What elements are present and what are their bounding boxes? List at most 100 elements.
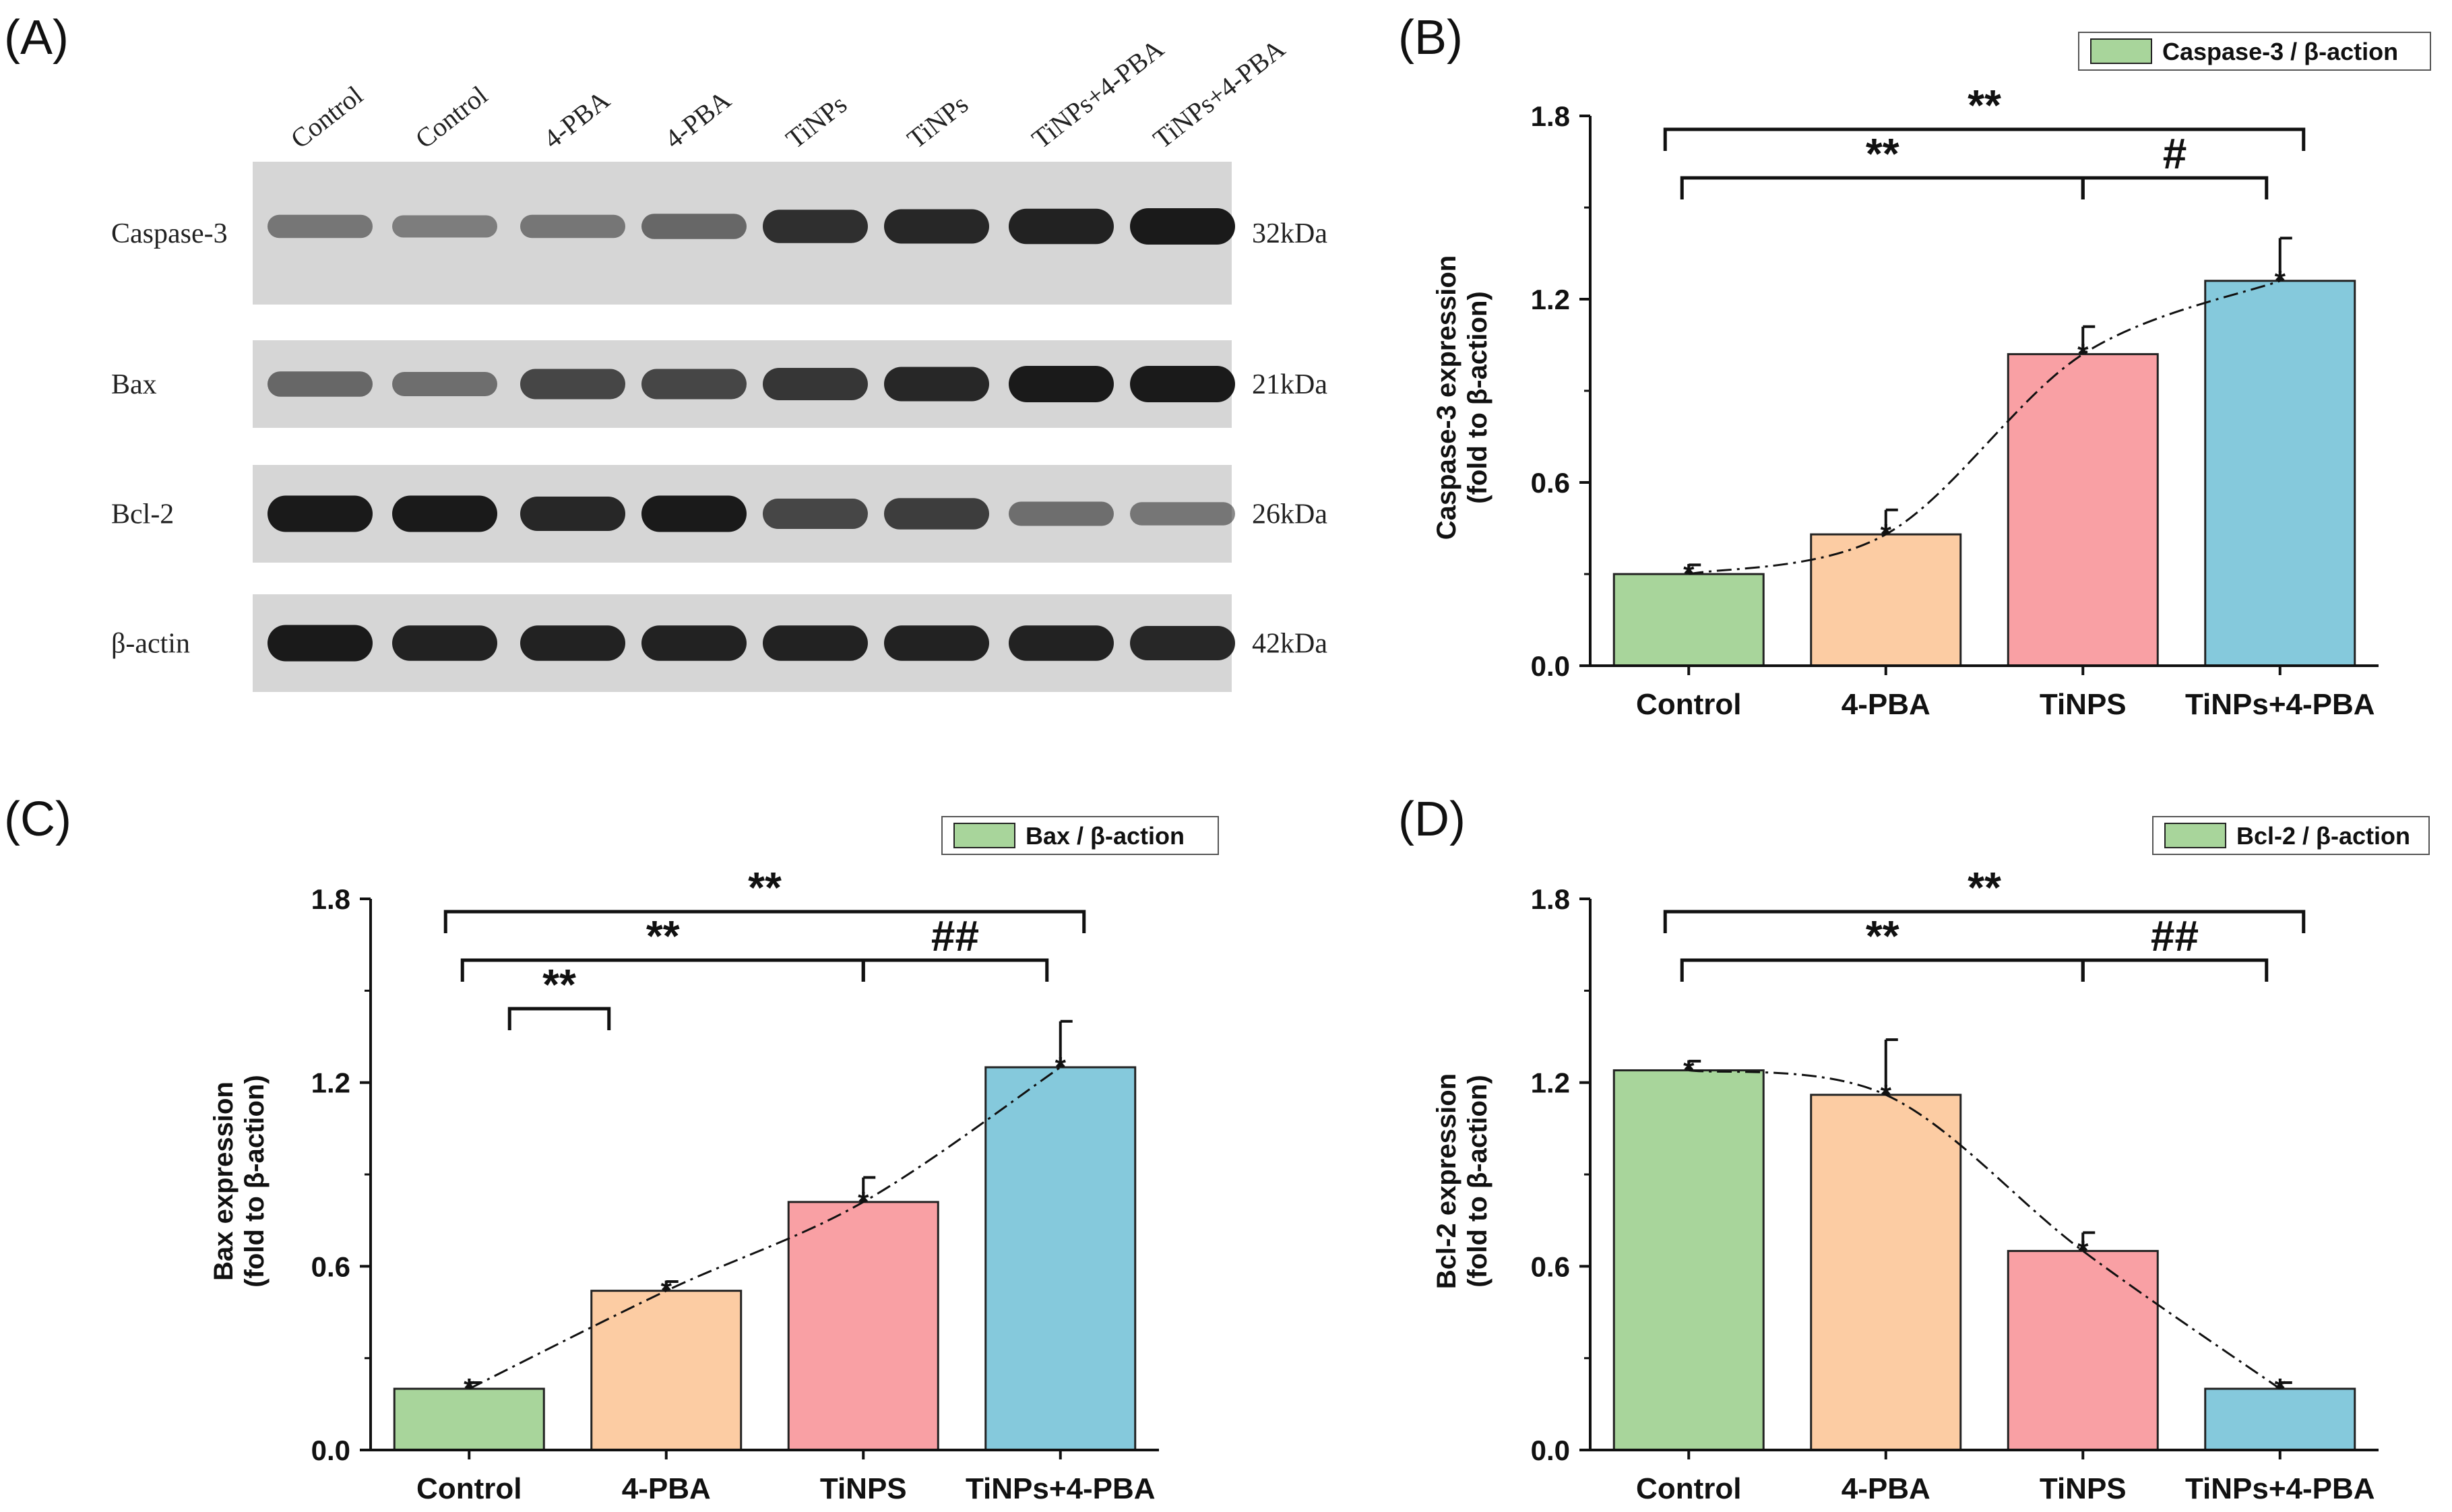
trend-line xyxy=(1689,1069,2281,1390)
blot-band xyxy=(884,625,989,661)
y-axis-title-line1: Bax expression xyxy=(209,1081,239,1281)
lane-label: TiNPs+4-PBA xyxy=(1148,33,1291,154)
y-tick-label: 1.8 xyxy=(311,883,350,915)
significance-mark: # xyxy=(2163,129,2187,178)
trend-point-marker: * xyxy=(1055,1051,1067,1083)
y-tick-label: 0.6 xyxy=(311,1251,350,1282)
significance-bracket xyxy=(861,958,1049,982)
blot-band xyxy=(520,214,625,239)
lane-label: TiNPs xyxy=(902,89,974,155)
blot-band xyxy=(641,495,747,532)
blot-band xyxy=(392,625,497,661)
blot-band xyxy=(520,625,625,661)
x-tick-label: TiNPs+4-PBA xyxy=(2185,1472,2375,1505)
blot-size-label: 26kDa xyxy=(1252,499,1327,530)
significance-bracket xyxy=(1680,176,2085,199)
y-tick-label: 0.6 xyxy=(1531,1251,1570,1282)
blot-band xyxy=(1009,208,1114,245)
y-axis-title-line2: (fold to β-action) xyxy=(240,1075,270,1287)
blot-size-label: 21kDa xyxy=(1252,369,1327,400)
blot-band xyxy=(268,625,373,662)
bar xyxy=(2007,1250,2159,1451)
bar xyxy=(2204,280,2356,667)
blot-band xyxy=(763,499,868,529)
blot-size-label: 32kDa xyxy=(1252,218,1327,249)
significance-bracket xyxy=(507,1007,611,1030)
blot-band xyxy=(641,214,747,239)
y-tick-label: 0.0 xyxy=(311,1435,350,1466)
blot-band xyxy=(392,495,497,532)
lane-label: Control xyxy=(285,80,369,154)
blot-band xyxy=(884,498,989,530)
blot-band xyxy=(268,214,373,239)
panel-label: (B) xyxy=(1398,11,1463,65)
trend-point-marker: * xyxy=(2077,1235,2089,1267)
y-axis-title-line1: Bcl-2 expression xyxy=(1432,1073,1461,1289)
blot-band xyxy=(392,372,497,396)
blot-band xyxy=(763,368,868,400)
trend-line xyxy=(1688,280,2281,575)
lane-label: 4-PBA xyxy=(659,84,736,154)
trend-point-marker: * xyxy=(1683,1054,1695,1085)
blot-band xyxy=(884,209,989,244)
bar xyxy=(590,1290,743,1451)
x-tick-label: TiNPs+4-PBA xyxy=(966,1472,1156,1505)
bar xyxy=(2007,353,2159,667)
y-tick-label: 1.8 xyxy=(1531,100,1570,132)
significance-mark: ** xyxy=(748,863,782,912)
blot-protein-label: Caspase-3 xyxy=(111,218,228,249)
blot-band xyxy=(1130,502,1235,526)
blot-band xyxy=(763,625,868,661)
significance-mark: ** xyxy=(542,960,576,1009)
y-tick-label: 0.6 xyxy=(1531,467,1570,499)
trend-point-marker: * xyxy=(1683,558,1695,590)
legend-swatch xyxy=(2164,823,2226,848)
legend-swatch xyxy=(2090,38,2152,64)
blot-band xyxy=(1009,501,1114,526)
y-axis-title-line1: Caspase-3 expression xyxy=(1432,255,1461,540)
blot-band xyxy=(1130,366,1235,402)
panel-label: (C) xyxy=(4,792,71,846)
blot-band xyxy=(520,369,625,400)
y-axis-title-line2: (fold to β-action) xyxy=(1463,291,1492,503)
x-tick-label: TiNPS xyxy=(2040,1472,2127,1505)
bar xyxy=(1612,573,1765,667)
blot-protein-label: Bax xyxy=(111,369,157,400)
blot-band xyxy=(884,367,989,402)
significance-mark: ## xyxy=(931,912,979,960)
y-tick-label: 1.8 xyxy=(1531,883,1570,915)
blot-band xyxy=(1130,208,1235,245)
panel-label: (D) xyxy=(1398,792,1466,846)
significance-bracket xyxy=(1663,910,2306,933)
y-tick-label: 1.2 xyxy=(1531,1067,1570,1099)
x-tick-label: 4-PBA xyxy=(1842,1472,1930,1505)
significance-bracket xyxy=(443,910,1086,933)
blot-protein-label: Bcl-2 xyxy=(111,499,174,530)
x-tick-label: Control xyxy=(1636,688,1741,721)
significance-bracket xyxy=(1663,127,2306,151)
blot-band xyxy=(641,625,747,661)
significance-mark: ** xyxy=(1866,912,1899,960)
blot-band xyxy=(1009,366,1114,402)
blot-band xyxy=(520,497,625,531)
lane-label: Control xyxy=(410,80,493,154)
significance-mark: ** xyxy=(1866,129,1899,178)
significance-bracket xyxy=(1680,958,2085,982)
bar xyxy=(393,1387,545,1451)
trend-point-marker: * xyxy=(858,1186,869,1218)
x-tick-label: 4-PBA xyxy=(1842,688,1930,721)
legend-label: Bcl-2 / β-action xyxy=(2236,822,2410,850)
blot-protein-label: β-actin xyxy=(111,629,190,660)
legend-label: Caspase-3 / β-action xyxy=(2162,38,2398,65)
lane-label: TiNPs xyxy=(780,89,852,155)
x-tick-label: TiNPS xyxy=(2040,688,2127,721)
bar xyxy=(1612,1069,1765,1451)
blot-band xyxy=(392,215,497,238)
significance-mark: ** xyxy=(646,912,680,960)
blot-band xyxy=(641,369,747,400)
trend-point-marker: * xyxy=(2275,1373,2286,1404)
